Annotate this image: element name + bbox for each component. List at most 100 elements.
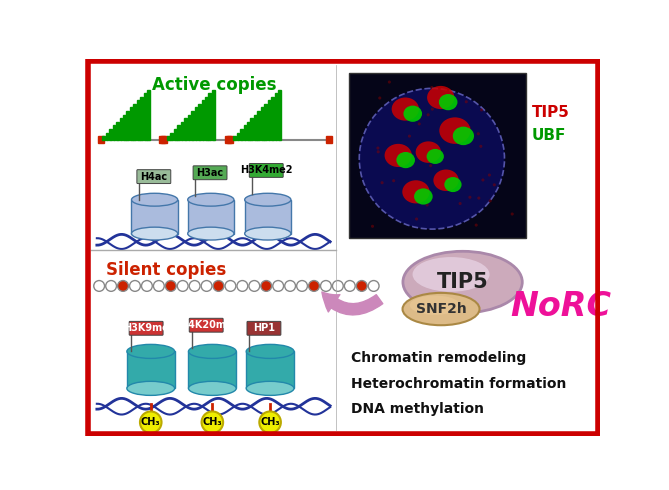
Text: DNA methylation: DNA methylation (351, 402, 484, 416)
Ellipse shape (385, 144, 412, 167)
Bar (233, 136, 236, 140)
Circle shape (249, 281, 260, 292)
Circle shape (189, 281, 200, 292)
Ellipse shape (410, 295, 460, 315)
Bar (126, 111, 129, 140)
Ellipse shape (440, 118, 470, 144)
Ellipse shape (391, 98, 419, 121)
Circle shape (430, 86, 434, 89)
Ellipse shape (403, 293, 480, 325)
Ellipse shape (403, 106, 422, 122)
Ellipse shape (427, 86, 454, 109)
Bar (240, 129, 243, 140)
FancyBboxPatch shape (129, 321, 163, 335)
Bar (212, 90, 215, 140)
Circle shape (427, 113, 429, 116)
Circle shape (142, 281, 153, 292)
Circle shape (415, 218, 418, 220)
Text: CH₃: CH₃ (260, 417, 280, 427)
Circle shape (261, 281, 272, 292)
Ellipse shape (444, 177, 462, 192)
FancyBboxPatch shape (247, 321, 281, 335)
Text: TIP5: TIP5 (532, 105, 570, 120)
Bar (130, 107, 132, 140)
Circle shape (377, 150, 380, 153)
Circle shape (408, 135, 411, 138)
Bar (258, 111, 260, 140)
Bar (188, 115, 191, 140)
Ellipse shape (246, 344, 294, 358)
Bar (209, 93, 211, 140)
Ellipse shape (414, 188, 433, 205)
Text: Heterochromatin formation: Heterochromatin formation (351, 377, 567, 391)
Bar (159, 136, 165, 144)
Circle shape (381, 181, 383, 184)
Ellipse shape (402, 180, 429, 203)
Text: Active copies: Active copies (153, 76, 277, 94)
Circle shape (431, 108, 434, 111)
Ellipse shape (127, 381, 175, 395)
Circle shape (417, 122, 421, 125)
Bar (181, 122, 183, 140)
Bar (137, 100, 140, 140)
Text: SNF2h: SNF2h (415, 302, 466, 316)
Bar (112, 125, 115, 140)
Bar (326, 136, 332, 144)
Bar (237, 132, 240, 140)
Circle shape (201, 412, 223, 433)
Circle shape (371, 225, 374, 228)
FancyBboxPatch shape (137, 170, 171, 184)
Ellipse shape (396, 152, 415, 168)
Bar (271, 97, 274, 140)
Ellipse shape (246, 381, 294, 395)
Circle shape (130, 281, 140, 292)
Bar (264, 104, 267, 140)
Circle shape (388, 80, 391, 84)
Bar (144, 93, 147, 140)
Circle shape (320, 281, 331, 292)
Circle shape (488, 199, 492, 202)
Bar (116, 122, 119, 140)
Bar (132, 200, 178, 234)
Circle shape (357, 281, 367, 292)
Ellipse shape (427, 149, 444, 164)
Bar (184, 118, 187, 140)
Bar (349, 73, 526, 238)
Circle shape (332, 281, 343, 292)
Ellipse shape (132, 193, 178, 206)
Circle shape (480, 108, 483, 112)
Text: H3K9me: H3K9me (123, 323, 169, 333)
Circle shape (153, 281, 164, 292)
Circle shape (468, 196, 472, 199)
Ellipse shape (127, 344, 175, 358)
FancyArrowPatch shape (322, 292, 383, 315)
Bar (205, 97, 208, 140)
Bar (244, 125, 246, 140)
Ellipse shape (245, 193, 291, 206)
Circle shape (488, 173, 491, 176)
Ellipse shape (189, 344, 236, 358)
Ellipse shape (188, 227, 234, 240)
Bar (254, 115, 257, 140)
Circle shape (106, 281, 116, 292)
Ellipse shape (403, 251, 522, 313)
Ellipse shape (439, 94, 458, 110)
Text: TIP5: TIP5 (437, 272, 488, 292)
Bar (247, 122, 250, 140)
Circle shape (510, 213, 514, 216)
Bar (174, 129, 177, 140)
Text: H4ac: H4ac (140, 172, 167, 182)
Circle shape (201, 281, 212, 292)
Circle shape (213, 281, 224, 292)
Circle shape (468, 126, 471, 129)
Bar (120, 118, 122, 140)
Bar (195, 107, 197, 140)
Circle shape (425, 203, 429, 207)
Bar (133, 104, 136, 140)
Ellipse shape (132, 227, 178, 240)
Bar (198, 104, 201, 140)
FancyBboxPatch shape (250, 164, 283, 177)
Circle shape (237, 281, 248, 292)
Circle shape (345, 281, 355, 292)
Bar (147, 90, 150, 140)
